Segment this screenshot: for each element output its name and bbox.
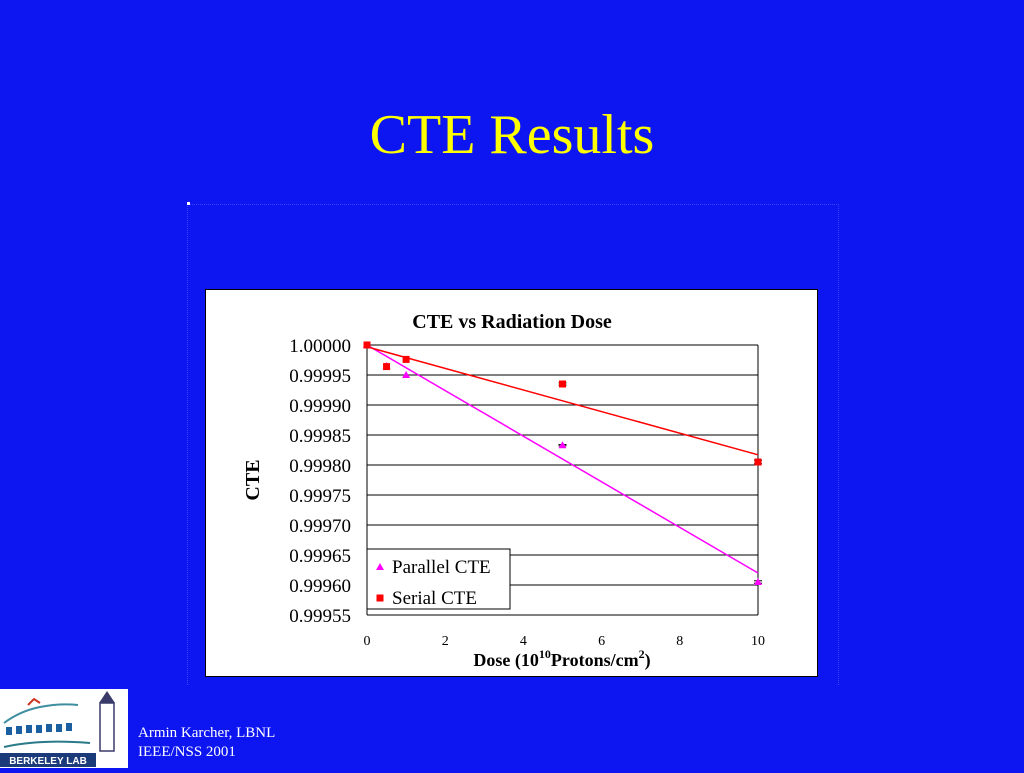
data-point — [402, 371, 411, 378]
data-point — [363, 341, 371, 349]
footer: Armin Karcher, LBNL IEEE/NSS 2001 — [138, 724, 275, 762]
data-point — [402, 355, 410, 363]
y-tick-label: 0.99965 — [289, 546, 351, 567]
x-tick-label: 2 — [442, 634, 449, 649]
x-axis-label: Dose (1010Protons/cm2) — [473, 647, 650, 671]
slide-title: CTE Results — [369, 104, 655, 166]
berkeley-lab-logo-graphic: BERKELEY LAB — [0, 691, 115, 767]
chart-title: CTE vs Radiation Dose — [412, 311, 612, 333]
x-tick-label: 0 — [364, 634, 371, 649]
y-tick-label: 0.99975 — [289, 486, 351, 507]
y-axis-label: CTE — [242, 459, 264, 500]
x-tick-label: 8 — [676, 634, 683, 649]
data-point — [559, 380, 566, 388]
footer-conference: IEEE/NSS 2001 — [138, 744, 236, 760]
chart-panel: CTE vs Radiation Dose 1.00000 0.99995 0.999… — [205, 289, 818, 677]
y-tick-label: 0.99955 — [289, 606, 351, 627]
legend-label: Serial CTE — [392, 588, 477, 609]
y-tick-label: 1.00000 — [289, 336, 351, 357]
logo-text: BERKELEY LAB — [9, 756, 87, 767]
trendline — [366, 344, 759, 574]
frame-marker — [187, 202, 190, 205]
data-point — [383, 363, 391, 371]
legend-marker — [376, 594, 384, 602]
y-tick-label: 0.99985 — [289, 426, 351, 447]
x-tick-label: 6 — [598, 634, 605, 649]
x-tick-label: 4 — [520, 634, 527, 649]
data-point — [558, 441, 567, 449]
y-tick-label: 0.99960 — [289, 576, 351, 597]
y-tick-label: 0.99970 — [289, 516, 351, 537]
trendline — [366, 346, 759, 456]
berkeley-lab-logo: BERKELEY LAB — [0, 689, 128, 768]
legend-box — [366, 548, 511, 610]
y-tick-label: 0.99980 — [289, 456, 351, 477]
data-point — [754, 578, 762, 585]
data-point — [754, 458, 762, 466]
x-tick-label: 10 — [751, 634, 765, 649]
footer-author: Armin Karcher, LBNL — [138, 725, 276, 741]
y-tick-label: 0.99990 — [289, 396, 351, 417]
legend-marker — [376, 563, 384, 570]
y-tick-label: 0.99995 — [289, 366, 351, 387]
chart-frame — [187, 204, 839, 685]
legend-label: Parallel CTE — [392, 557, 491, 578]
cte-chart: CTE vs Radiation Dose 1.00000 0.99995 0.999… — [242, 311, 765, 671]
